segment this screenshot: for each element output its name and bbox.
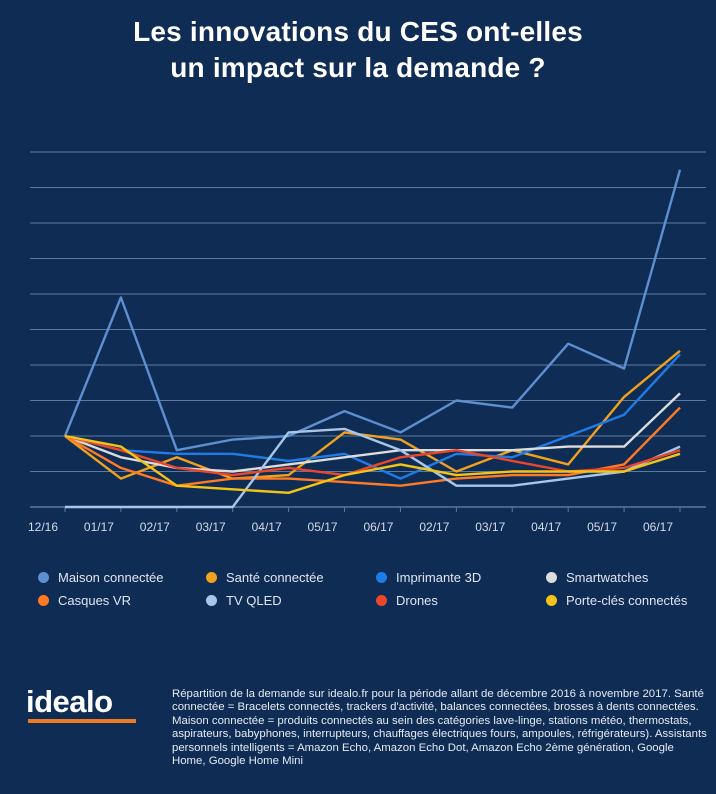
legend-label: Santé connectée	[226, 570, 324, 585]
legend-swatch	[38, 572, 49, 583]
legend-swatch	[546, 595, 557, 606]
legend-item: Casques VR	[38, 593, 206, 608]
legend-label: Casques VR	[58, 593, 131, 608]
series-line-tv-qled	[65, 427, 681, 509]
legend-item: Santé connectée	[206, 570, 376, 585]
legend-swatch	[546, 572, 557, 583]
series-line-porte-cl-s-connect-s	[64, 434, 681, 494]
legend-label: TV QLED	[226, 593, 282, 608]
title-line-2: un impact sur la demande ?	[170, 52, 546, 83]
x-tick-label: 12/16	[28, 520, 58, 534]
legend-label: Drones	[396, 593, 438, 608]
x-tick-label: 06/17	[363, 520, 393, 534]
x-tick-label: 02/17	[419, 520, 449, 534]
legend-item: Porte-clés connectés	[546, 593, 696, 608]
legend-label: Maison connectée	[58, 570, 164, 585]
x-tick-label: 05/17	[308, 520, 338, 534]
line-chart: 12/16 01/17 02/17 03/17 04/17 05/17 06/17 02/17…	[28, 151, 706, 534]
legend-item: Drones	[376, 593, 546, 608]
legend-label: Imprimante 3D	[396, 570, 482, 585]
x-tick-label: 05/17	[587, 520, 617, 534]
logo-underline	[28, 719, 136, 723]
legend-swatch	[376, 572, 387, 583]
x-tick-label: 03/17	[196, 520, 226, 534]
legend-label: Porte-clés connectés	[566, 593, 688, 608]
title-line-1: Les innovations du CES ont-elles	[133, 16, 583, 47]
legend-swatch	[376, 595, 387, 606]
chart-title: Les innovations du CES ont-elles un impa…	[0, 14, 716, 86]
series-line-sant-connect-e	[64, 349, 681, 480]
legend: Maison connectée Santé connectée Imprimant…	[38, 570, 698, 608]
x-tick-label: 02/17	[140, 520, 170, 534]
x-tick-label: 03/17	[475, 520, 505, 534]
series-line-imprimante-3d	[64, 353, 681, 480]
x-tick-label: 06/17	[643, 520, 673, 534]
legend-item: Maison connectée	[38, 570, 206, 585]
x-tick-label: 04/17	[252, 520, 282, 534]
series-line-casques-vr	[64, 406, 681, 487]
legend-item: TV QLED	[206, 593, 376, 608]
series-line-smartwatches	[64, 392, 681, 473]
legend-swatch	[38, 595, 49, 606]
series-lines	[63, 169, 682, 509]
legend-swatch	[206, 572, 217, 583]
series-line-maison-connect-e	[63, 169, 682, 452]
idealo-logo: idealo	[26, 684, 113, 719]
x-axis: 12/16 01/17 02/17 03/17 04/17 05/17 06/17 02/17…	[28, 507, 681, 534]
legend-item: Smartwatches	[546, 570, 696, 585]
x-tick-label: 04/17	[531, 520, 561, 534]
x-tick-label: 01/17	[84, 520, 114, 534]
legend-swatch	[206, 595, 217, 606]
legend-item: Imprimante 3D	[376, 570, 546, 585]
footnote: Répartition de la demande sur idealo.fr …	[172, 688, 707, 768]
legend-label: Smartwatches	[566, 570, 649, 585]
